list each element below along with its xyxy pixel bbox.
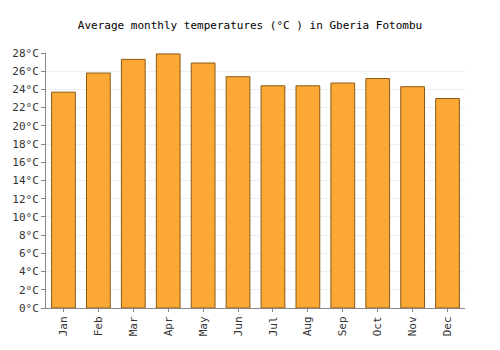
svg-text:6°C: 6°C bbox=[19, 247, 39, 260]
svg-text:12°C: 12°C bbox=[12, 193, 39, 206]
svg-text:2°C: 2°C bbox=[19, 284, 39, 297]
svg-text:22°C: 22°C bbox=[12, 101, 39, 114]
svg-text:26°C: 26°C bbox=[12, 65, 39, 78]
svg-text:4°C: 4°C bbox=[19, 265, 39, 278]
svg-text:Average monthly temperatures (: Average monthly temperatures (°C ) in Gb… bbox=[78, 19, 422, 32]
svg-text:24°C: 24°C bbox=[12, 83, 39, 96]
svg-text:Aug: Aug bbox=[301, 316, 314, 336]
svg-text:20°C: 20°C bbox=[12, 120, 39, 133]
svg-text:16°C: 16°C bbox=[12, 156, 39, 169]
svg-text:Oct: Oct bbox=[371, 316, 384, 336]
svg-text:Sep: Sep bbox=[336, 316, 349, 336]
svg-text:Jul: Jul bbox=[267, 316, 280, 336]
svg-text:Nov: Nov bbox=[406, 316, 419, 336]
svg-text:May: May bbox=[197, 316, 210, 336]
svg-text:Dec: Dec bbox=[441, 316, 454, 336]
svg-text:10°C: 10°C bbox=[12, 211, 39, 224]
svg-text:14°C: 14°C bbox=[12, 174, 39, 187]
svg-text:0°C: 0°C bbox=[19, 302, 39, 315]
svg-text:28°C: 28°C bbox=[12, 47, 39, 60]
svg-text:Jun: Jun bbox=[232, 316, 245, 336]
svg-text:Apr: Apr bbox=[162, 316, 175, 336]
svg-text:Feb: Feb bbox=[92, 316, 105, 336]
svg-text:Mar: Mar bbox=[127, 316, 140, 336]
svg-text:8°C: 8°C bbox=[19, 229, 39, 242]
svg-text:Jan: Jan bbox=[57, 316, 70, 336]
svg-text:18°C: 18°C bbox=[12, 138, 39, 151]
